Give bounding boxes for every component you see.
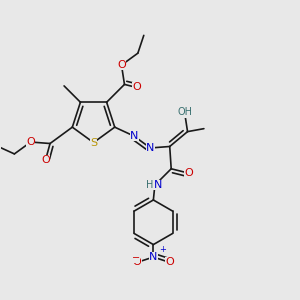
Text: −: − [132, 253, 140, 263]
Text: O: O [26, 137, 35, 147]
Text: N: N [130, 131, 138, 141]
Text: OH: OH [177, 107, 192, 117]
Text: N: N [146, 143, 154, 153]
Text: H: H [146, 180, 153, 190]
Text: O: O [165, 257, 174, 267]
Text: O: O [41, 155, 50, 165]
Text: O: O [133, 257, 141, 267]
Text: S: S [90, 138, 97, 148]
Text: O: O [185, 168, 194, 178]
Text: N: N [149, 252, 158, 262]
Text: +: + [159, 245, 166, 254]
Text: O: O [117, 60, 126, 70]
Text: N: N [154, 180, 162, 190]
Text: O: O [132, 82, 141, 92]
